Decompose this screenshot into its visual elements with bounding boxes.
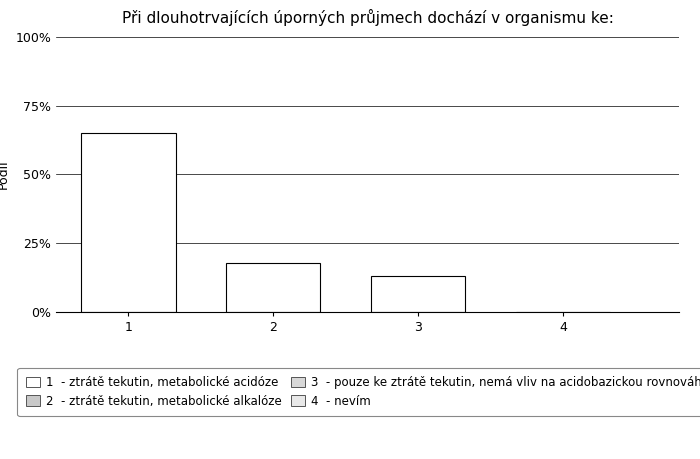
Y-axis label: Podíl: Podíl [0,160,10,189]
Bar [81,133,176,312]
Bar [226,263,321,312]
Bar [371,276,466,312]
Legend: 1  - ztrátě tekutin, metabolické acidóze, 2  - ztrátě tekutin, metabolické alkal: 1 - ztrátě tekutin, metabolické acidóze,… [18,368,700,416]
Title: Při dlouhotrvajících úporných průjmech dochází v organismu ke:: Při dlouhotrvajících úporných průjmech d… [122,9,613,26]
